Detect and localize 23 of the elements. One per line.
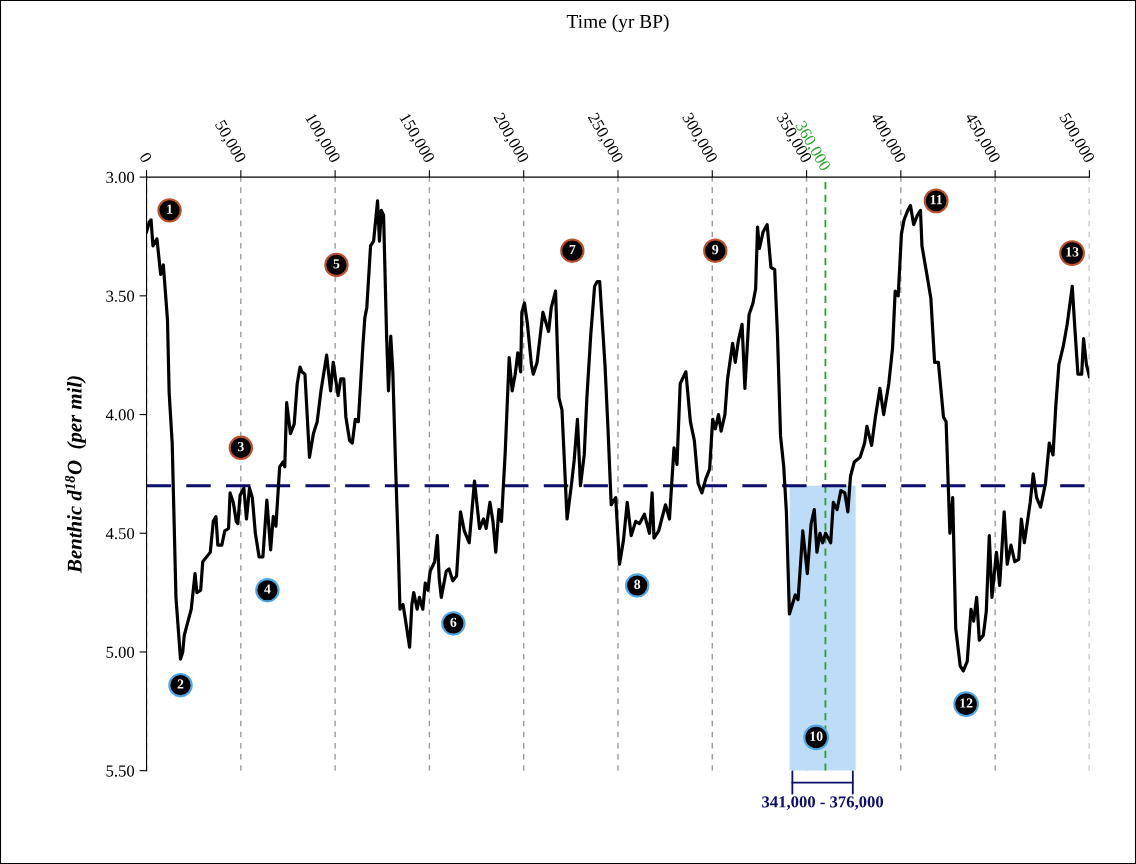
annotation: 11 [930, 195, 942, 205]
annotation: 10 [810, 731, 823, 741]
annotation: 9 [712, 244, 719, 255]
annotation: 12 [960, 698, 973, 708]
x-tick-label: 0 [139, 151, 153, 164]
y-axis-title: Benthic d$^{18}$O (per mil) [65, 376, 86, 574]
band-label: 341,000 - 376,000 [762, 796, 884, 810]
annotation: 1 [167, 204, 173, 214]
y-tick-label: 4.50 [105, 527, 135, 540]
annotation: 5 [333, 259, 340, 269]
x-axis-title: Time (yr BP) [566, 14, 669, 33]
annotation: 2 [177, 679, 184, 689]
y-tick-label: 4.00 [105, 409, 135, 421]
annotation: 4 [264, 584, 271, 594]
annotation: 3 [237, 441, 244, 452]
annotation: 13 [1066, 247, 1079, 257]
y-tick-label: 3.50 [106, 290, 135, 302]
annotation: 8 [634, 579, 641, 589]
y-tick-label: 3.00 [106, 171, 135, 184]
y-tick-label: 5.50 [106, 765, 135, 777]
annotation: 6 [450, 617, 457, 627]
annotation: 7 [569, 244, 576, 255]
y-tick-label: 5.00 [106, 646, 135, 658]
